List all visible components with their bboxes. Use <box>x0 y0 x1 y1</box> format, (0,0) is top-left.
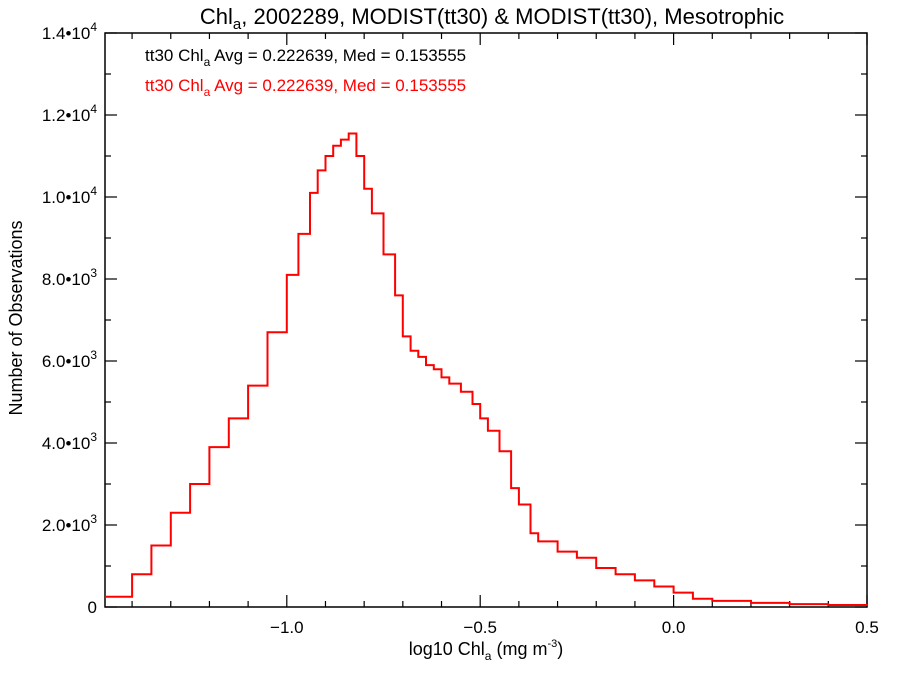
y-tick-label: 4.0•103 <box>42 430 98 453</box>
x-tick-label: 0.0 <box>662 618 686 637</box>
axis-ticks <box>105 32 868 608</box>
y-axis-label: Number of Observations <box>6 220 26 415</box>
x-tick-label: −1.0 <box>270 618 304 637</box>
x-tick-labels: −1.0 −0.5 0.0 0.5 <box>270 618 879 637</box>
y-tick-label: 1.2•104 <box>42 102 98 125</box>
y-tick-label: 2.0•103 <box>42 512 98 535</box>
legend-entry-red: tt30 Chla Avg = 0.222639, Med = 0.153555 <box>145 76 466 99</box>
y-tick-label: 6.0•103 <box>42 348 98 371</box>
y-tick-labels: 0 2.0•103 4.0•103 6.0•103 8.0•103 1.0•104 1.2•… <box>42 20 98 617</box>
y-tick-label: 0 <box>88 598 97 617</box>
x-tick-label: 0.5 <box>855 618 879 637</box>
y-tick-label: 8.0•103 <box>42 266 98 289</box>
x-axis-label: log10 Chla (mg m-3) <box>409 638 564 663</box>
legend-entry-black: tt30 Chla Avg = 0.222639, Med = 0.153555 <box>145 46 466 69</box>
y-tick-label: 1.4•104 <box>42 20 98 43</box>
chart-title: Chla, 2002289, MODIST(tt30) & MODIST(tt3… <box>200 4 784 33</box>
plot-frame <box>104 32 868 608</box>
y-tick-label: 1.0•104 <box>42 184 98 207</box>
histogram-series-line <box>105 132 868 606</box>
x-tick-label: −0.5 <box>463 618 497 637</box>
